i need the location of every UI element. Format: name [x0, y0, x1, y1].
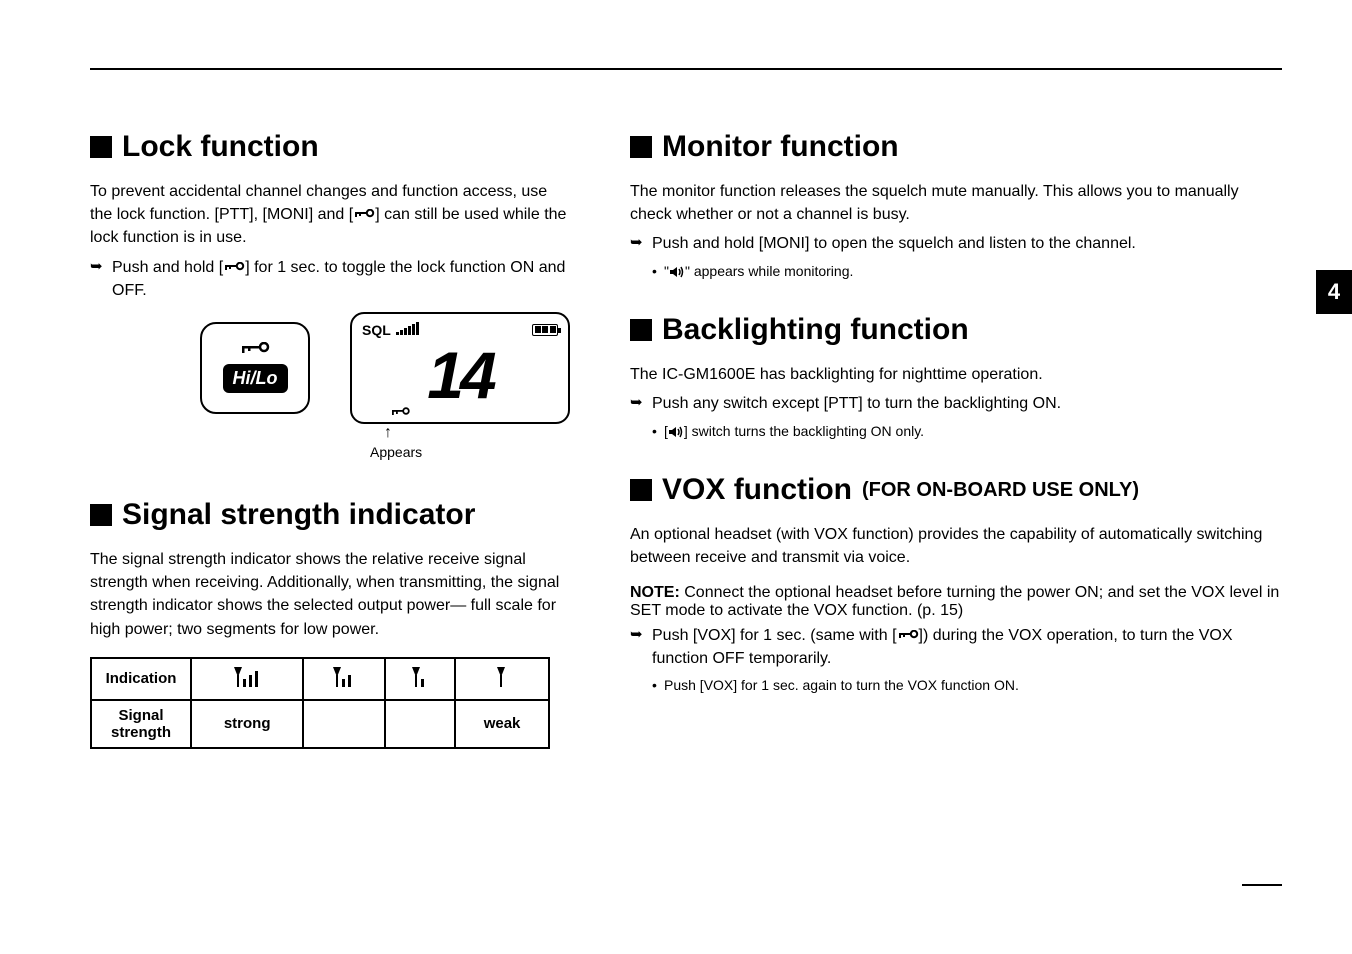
heading-signal: Signal strength indicator [90, 498, 570, 532]
lcd-graphic: SQL 14 [350, 312, 570, 424]
heading-vox: VOX function (FOR ON-BOARD USE ONLY) [630, 473, 1282, 507]
key-icon [223, 262, 245, 274]
level-blank1 [303, 700, 384, 748]
bottom-rule [1242, 884, 1282, 886]
level-weak: weak [455, 700, 549, 748]
heading-monitor: Monitor function [630, 130, 1282, 164]
signal-cell-0bar [455, 658, 549, 700]
vox-paragraph: An optional headset (with VOX function) … [630, 523, 1282, 569]
pointer-arrow: ↑ [384, 424, 392, 442]
heading-lock: Lock function [90, 130, 570, 164]
antenna-3-icon [230, 665, 264, 689]
manual-page: 4 Lock function To prevent accidental ch… [0, 0, 1352, 954]
square-bullet-icon [90, 136, 112, 158]
square-bullet-icon [630, 479, 652, 501]
backlight-sub: [] switch turns the backlighting ON only… [630, 422, 1282, 442]
signal-cell-1bar [385, 658, 455, 700]
key-icon [390, 407, 410, 418]
hilo-label: Hi/Lo [223, 364, 288, 393]
lock-paragraph: To prevent accidental channel changes an… [90, 180, 570, 250]
speaker-icon [669, 266, 685, 278]
left-column: Lock function To prevent accidental chan… [90, 130, 570, 864]
hilo-button-graphic: Hi/Lo [200, 322, 310, 414]
table-row: Indication [91, 658, 549, 700]
key-icon [240, 342, 270, 358]
antenna-2-icon [329, 665, 359, 689]
backlight-paragraph: The IC-GM1600E has backlighting for nigh… [630, 363, 1282, 386]
lcd-sql: SQL [362, 322, 419, 338]
signal-paragraph: The signal strength indicator shows the … [90, 548, 570, 641]
lock-bullet: Push and hold [] for 1 sec. to toggle th… [90, 256, 570, 302]
heading-vox-text: VOX function [662, 473, 852, 507]
heading-lock-text: Lock function [122, 130, 319, 164]
monitor-paragraph: The monitor function releases the squelc… [630, 180, 1282, 226]
signal-cell-3bars [191, 658, 303, 700]
lcd-top-row: SQL [362, 322, 558, 338]
sql-label: SQL [362, 322, 391, 338]
square-bullet-icon [630, 319, 652, 341]
signal-table: Indication Signal strength [90, 657, 550, 749]
antenna-1-icon [408, 665, 432, 689]
key-icon [353, 209, 375, 221]
speaker-icon [668, 426, 684, 438]
lock-diagram: Hi/Lo SQL [200, 312, 570, 442]
heading-backlight-text: Backlighting function [662, 313, 969, 347]
square-bullet-icon [630, 136, 652, 158]
heading-monitor-text: Monitor function [662, 130, 899, 164]
key-icon [897, 630, 919, 642]
appears-label: Appears [370, 444, 422, 460]
signal-cell-2bars [303, 658, 384, 700]
heading-vox-sub: (FOR ON-BOARD USE ONLY) [862, 479, 1139, 502]
note-label: NOTE: Connect the optional headset befor… [630, 584, 1282, 620]
heading-signal-text: Signal strength indicator [122, 498, 475, 532]
top-rule [90, 68, 1282, 70]
lcd-digits: 14 [362, 338, 558, 413]
antenna-0-icon [493, 665, 511, 689]
vox-bullet: Push [VOX] for 1 sec. (same with []) dur… [630, 624, 1282, 670]
right-column: Monitor function The monitor function re… [630, 130, 1282, 864]
level-strong: strong [191, 700, 303, 748]
heading-backlight: Backlighting function [630, 313, 1282, 347]
note-text: Connect the optional headset before turn… [630, 584, 1279, 619]
table-row: Signal strength strong weak [91, 700, 549, 748]
lcd-key-row [362, 407, 558, 418]
strength-header: Signal strength [91, 700, 191, 748]
monitor-bullet: Push and hold [MONI] to open the squelch… [630, 232, 1282, 255]
monitor-sub: "" appears while monitoring. [630, 262, 1282, 282]
page-section-tab: 4 [1316, 270, 1352, 314]
backlight-bullet: Push any switch except [PTT] to turn the… [630, 392, 1282, 415]
indication-header: Indication [91, 658, 191, 700]
vox-sub: Push [VOX] for 1 sec. again to turn the … [630, 676, 1282, 696]
two-column-layout: Lock function To prevent accidental chan… [90, 130, 1282, 864]
lock-bullet-a: Push and hold [ [112, 259, 223, 276]
battery-icon [532, 324, 558, 336]
square-bullet-icon [90, 504, 112, 526]
vox-bullet-a: Push [VOX] for 1 sec. (same with [ [652, 627, 897, 644]
level-blank2 [385, 700, 455, 748]
note-label-text: NOTE: [630, 584, 680, 601]
sql-bars-icon [396, 322, 419, 335]
